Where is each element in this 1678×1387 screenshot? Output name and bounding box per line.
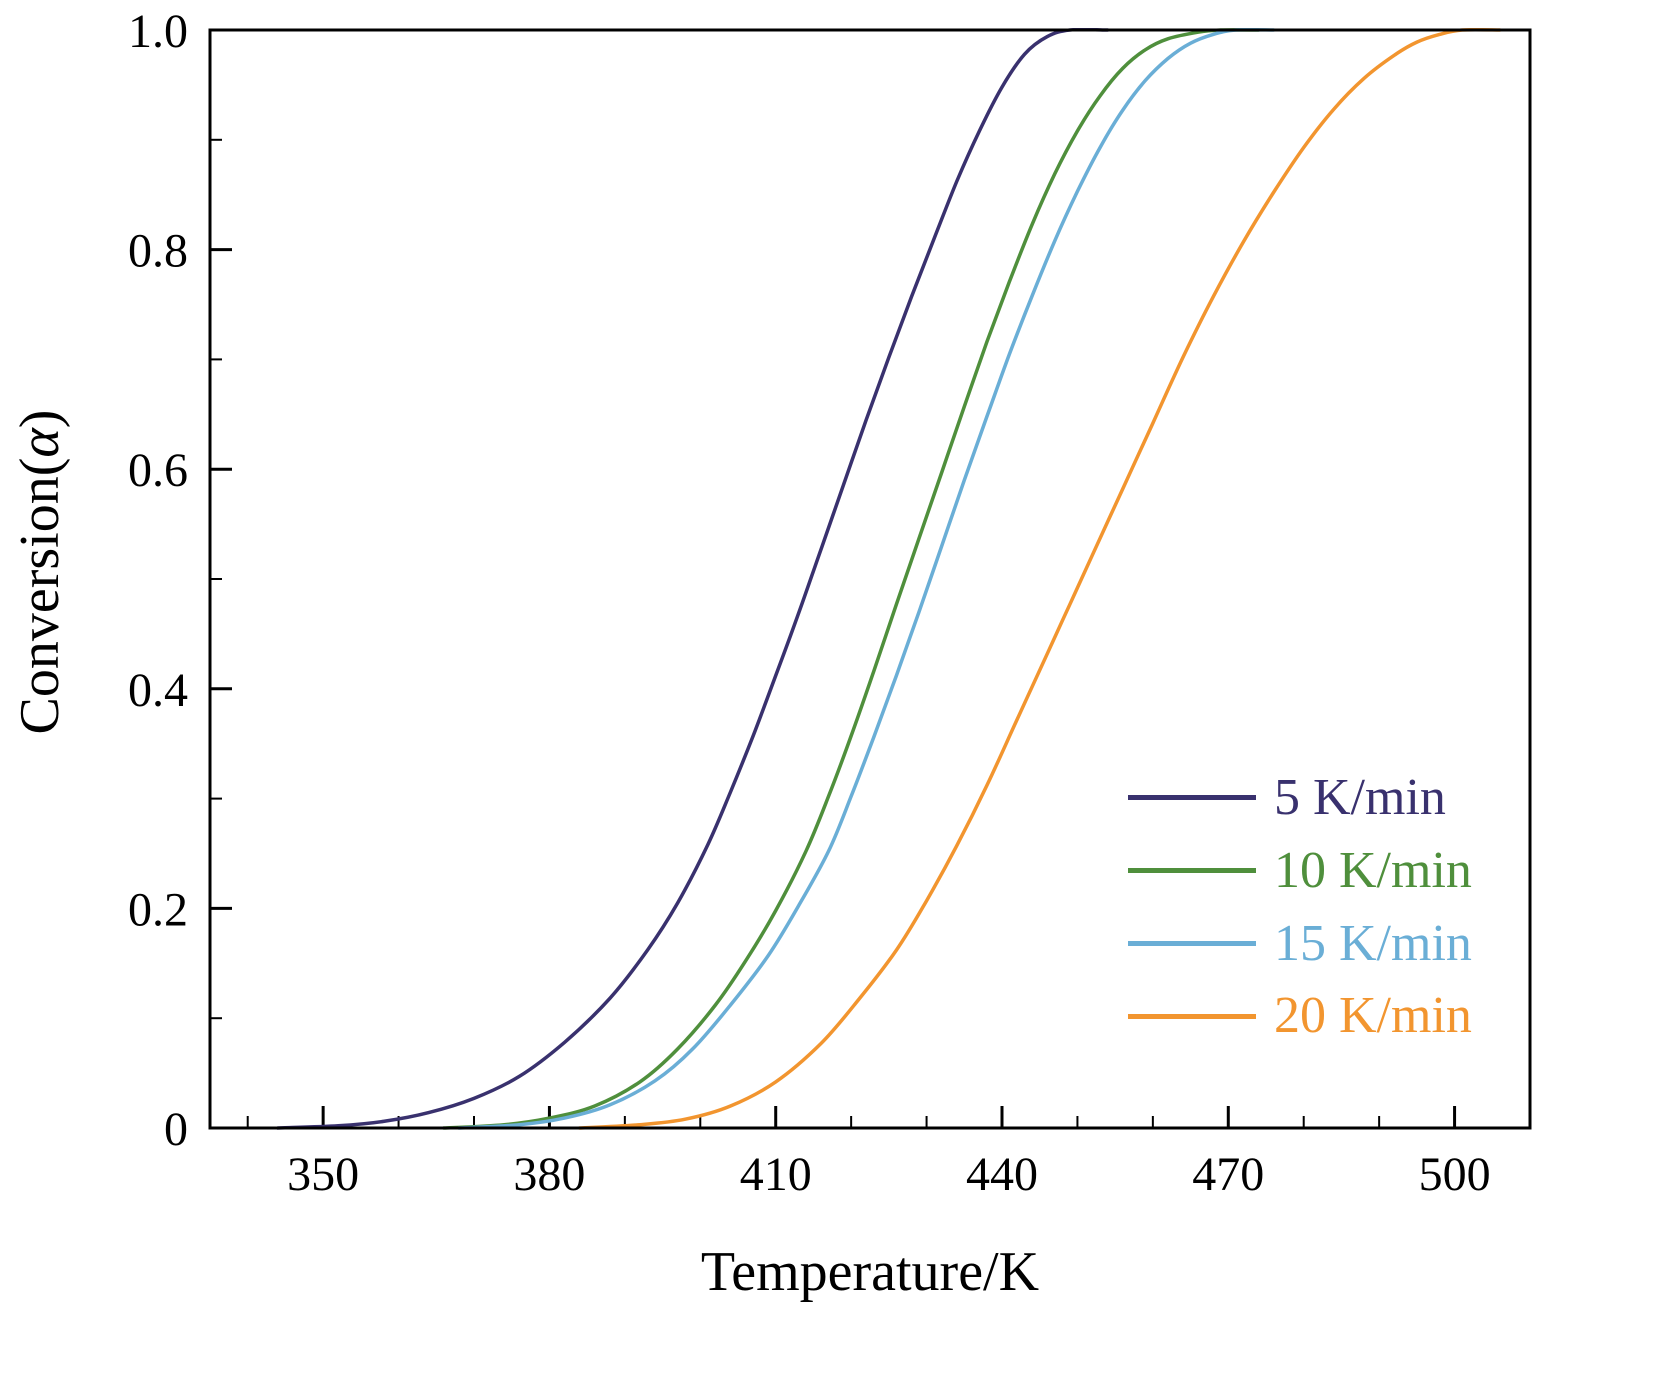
x-tick-label: 470 bbox=[1192, 1148, 1264, 1201]
legend-label: 10 K/min bbox=[1274, 841, 1472, 899]
y-tick-label: 0.8 bbox=[128, 225, 188, 278]
axis-tick-labels: 350 380 410 440 470 500 0 0.2 0.4 0.6 0.8 1.0 bbox=[128, 5, 1491, 1201]
x-tick-label: 500 bbox=[1419, 1148, 1491, 1201]
y-axis-title-close: ) bbox=[9, 409, 71, 429]
legend-item: 20 K/min bbox=[1128, 986, 1472, 1046]
legend-item: 5 K/min bbox=[1128, 768, 1472, 828]
legend: 5 K/min 10 K/min 15 K/min 20 K/min bbox=[1128, 768, 1472, 1046]
legend-line-sample bbox=[1128, 868, 1256, 874]
plot-frame bbox=[208, 28, 1532, 1130]
y-tick-label: 1.0 bbox=[128, 5, 188, 58]
y-axis-title-text: Conversion( bbox=[9, 457, 71, 735]
curve-15-k-min bbox=[457, 28, 1276, 1130]
y-tick-label: 0 bbox=[164, 1103, 188, 1156]
y-tick-label: 0.4 bbox=[128, 664, 188, 717]
curve-10-k-min bbox=[442, 28, 1261, 1130]
y-axis-title: Conversion(α) bbox=[8, 410, 72, 735]
curves bbox=[276, 28, 1502, 1130]
legend-line-sample bbox=[1128, 795, 1256, 801]
y-tick-label: 0.6 bbox=[128, 444, 188, 497]
legend-line-sample bbox=[1128, 940, 1256, 946]
legend-label: 20 K/min bbox=[1274, 987, 1472, 1045]
legend-item: 10 K/min bbox=[1128, 841, 1472, 901]
legend-label: 15 K/min bbox=[1274, 914, 1472, 972]
x-axis-title: Temperature/K bbox=[700, 1241, 1040, 1303]
x-tick-label: 350 bbox=[287, 1148, 359, 1201]
x-tick-label: 380 bbox=[513, 1148, 585, 1201]
x-tick-label: 440 bbox=[966, 1148, 1038, 1201]
legend-line-sample bbox=[1128, 1013, 1256, 1019]
curve-5-k-min bbox=[276, 28, 1110, 1130]
alpha-symbol: α bbox=[9, 428, 71, 458]
legend-label: 5 K/min bbox=[1274, 769, 1446, 826]
legend-item: 15 K/min bbox=[1128, 914, 1472, 974]
curve-20-k-min bbox=[577, 28, 1502, 1130]
y-tick-label: 0.2 bbox=[128, 883, 188, 936]
x-tick-label: 410 bbox=[740, 1148, 812, 1201]
